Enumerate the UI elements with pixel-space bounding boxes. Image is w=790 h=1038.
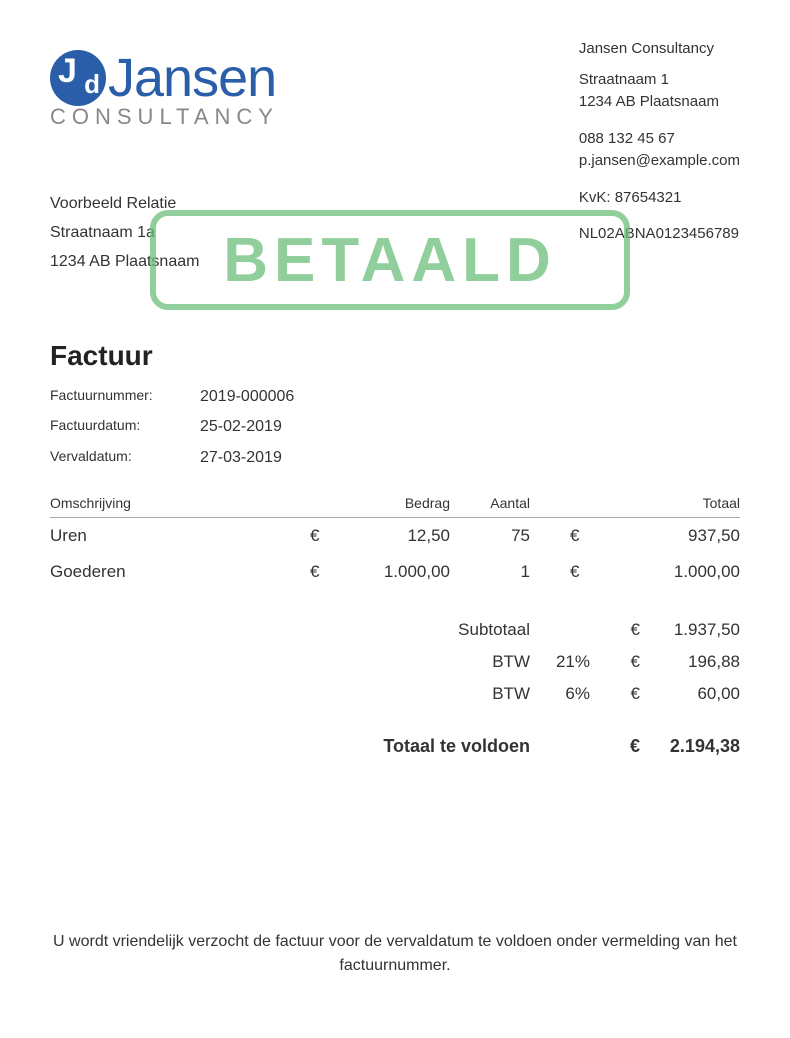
meta-label-due: Vervaldatum: [50,443,200,473]
row-total: 937,50 [610,526,740,546]
company-phone: 088 132 45 67 [579,128,740,151]
header-amount: Bedrag [350,495,450,511]
invoice-page: Jansen CONSULTANCY Jansen Consultancy St… [0,0,790,1038]
row-amount: 1.000,00 [350,562,450,582]
total-label: Totaal te voldoen [50,736,530,757]
company-kvk: KvK: 87654321 [579,187,740,210]
logo: Jansen CONSULTANCY [50,50,283,130]
table-row: Uren € 12,50 75 € 937,50 [50,518,740,554]
items-header: Omschrijving Bedrag Aantal Totaal [50,495,740,518]
company-name: Jansen Consultancy [579,38,740,61]
btw1-value: 196,88 [650,652,740,672]
header-total: Totaal [610,495,740,511]
meta-value-due: 27-03-2019 [200,443,282,473]
subtotal-label: Subtotaal [50,620,530,640]
header-qty: Aantal [450,495,530,511]
row-desc: Uren [50,526,310,546]
subtotal-value: 1.937,50 [650,620,740,640]
btw-label: BTW [50,652,530,672]
btw-label: BTW [50,684,530,704]
currency-symbol: € [590,652,650,672]
company-street: Straatnaam 1 [579,69,740,92]
currency-symbol: € [570,562,610,582]
logo-subtitle: CONSULTANCY [50,104,283,130]
logo-name: Jansen [108,51,276,105]
meta-label-date: Factuurdatum: [50,412,200,442]
company-email: p.jansen@example.com [579,150,740,173]
btw2-pct: 6% [530,684,590,704]
footer-note: U wordt vriendelijk verzocht de factuur … [50,930,740,978]
table-row: Goederen € 1.000,00 1 € 1.000,00 [50,554,740,590]
currency-symbol: € [310,526,350,546]
row-desc: Goederen [50,562,310,582]
total-value: 2.194,38 [650,736,740,757]
row-qty: 75 [450,526,530,546]
currency-symbol: € [570,526,610,546]
currency-symbol: € [310,562,350,582]
currency-symbol: € [590,684,650,704]
row-total: 1.000,00 [610,562,740,582]
summary: Subtotaal € 1.937,50 BTW 21% € 196,88 BT… [50,614,740,763]
meta-value-date: 25-02-2019 [200,412,282,442]
currency-symbol: € [590,736,650,757]
meta-label-number: Factuurnummer: [50,382,200,412]
paid-stamp: BETAALD [150,210,630,310]
logo-icon [50,50,106,106]
invoice-title: Factuur [50,340,294,372]
invoice-heading: Factuur Factuurnummer: 2019-000006 Factu… [50,340,294,473]
row-qty: 1 [450,562,530,582]
meta-value-number: 2019-000006 [200,382,294,412]
currency-symbol: € [590,620,650,640]
row-amount: 12,50 [350,526,450,546]
btw1-pct: 21% [530,652,590,672]
header-desc: Omschrijving [50,495,310,511]
btw2-value: 60,00 [650,684,740,704]
stamp-text: BETAALD [223,225,557,296]
items-table: Omschrijving Bedrag Aantal Totaal Uren €… [50,495,740,763]
company-postal: 1234 AB Plaatsnaam [579,91,740,114]
